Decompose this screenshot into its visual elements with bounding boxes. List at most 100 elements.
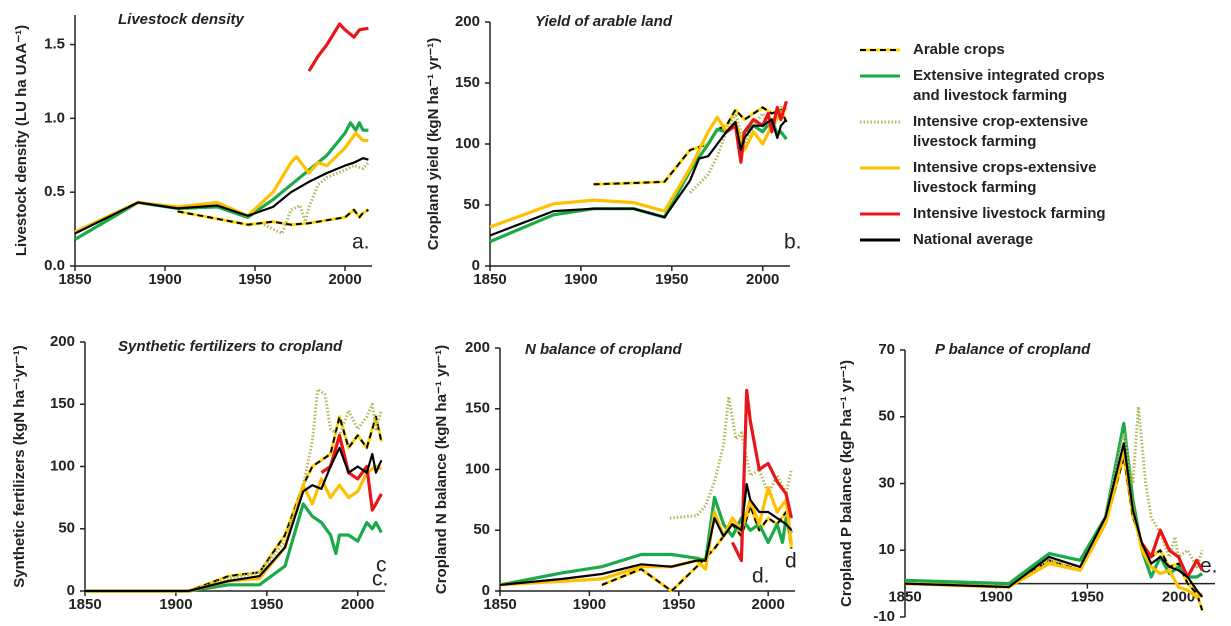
chart-title: Synthetic fertilizers to cropland [118, 338, 343, 355]
y-tick-label: 100 [465, 460, 490, 477]
panel-label: b. [784, 231, 802, 254]
y-tick-label: 70 [878, 341, 895, 358]
series-line [1140, 528, 1204, 579]
x-tick-label: 1850 [473, 271, 506, 288]
series-line [499, 483, 793, 586]
series-line [489, 106, 788, 229]
x-tick-label: 2000 [341, 596, 374, 613]
panel-label: d [785, 550, 797, 573]
series-line [85, 387, 383, 593]
series-line [263, 161, 370, 235]
legend-item: National average [858, 230, 1218, 250]
series-line [307, 22, 369, 72]
y-axis-label: Cropland N balance (kgN ha⁻¹ yr⁻¹) [433, 345, 450, 594]
y-tick-label: 50 [878, 408, 895, 425]
x-tick-label: 1900 [573, 596, 606, 613]
x-tick-label: 1950 [1071, 589, 1104, 606]
x-tick-label: 1950 [655, 271, 688, 288]
legend-label: Extensive integrated crops and livestock… [913, 67, 1105, 104]
series-line-dash [601, 504, 793, 592]
series-line-dash [593, 106, 788, 186]
legend-item: Extensive integrated crops and livestock… [858, 66, 1218, 106]
x-tick-label: 2000 [746, 271, 779, 288]
y-tick-label: 100 [50, 457, 75, 474]
y-tick-label: 200 [455, 13, 480, 30]
x-tick-label: 1950 [662, 596, 695, 613]
legend-label: Intensive livestock farming [913, 205, 1106, 222]
chart-title: Yield of arable land [535, 13, 673, 30]
x-tick-label: 1850 [58, 271, 91, 288]
x-tick-label: 2000 [1162, 589, 1195, 606]
panel-label: c [376, 554, 387, 577]
y-tick-label: 0 [67, 582, 75, 599]
x-tick-label: 1900 [979, 589, 1012, 606]
y-axis-label: Livestock density (LU ha UAA⁻¹) [13, 25, 30, 256]
panel-label: e. [1200, 555, 1218, 578]
legend-label: National average [913, 231, 1034, 248]
legend-item: Intensive livestock farming [858, 204, 1218, 224]
y-tick-label: 0.0 [44, 257, 65, 274]
legend-swatch [860, 238, 900, 242]
y-tick-label: 200 [50, 333, 75, 350]
legend-swatch [860, 166, 900, 170]
series-line-dash [177, 208, 369, 226]
x-tick-label: 1950 [250, 596, 283, 613]
series-line-dash [85, 415, 383, 592]
series-line [904, 448, 1204, 599]
x-tick-label: 2000 [328, 271, 361, 288]
series-line [669, 395, 793, 520]
y-tick-label: 50 [58, 520, 75, 537]
panel-label: d. [752, 565, 770, 588]
y-tick-label: 0.5 [44, 183, 65, 200]
y-tick-label: 10 [878, 541, 895, 558]
y-tick-label: 1.0 [44, 109, 65, 126]
y-tick-label: 200 [465, 339, 490, 356]
chart-title: Livestock density [118, 11, 245, 28]
y-tick-label: 50 [473, 521, 490, 538]
legend-item: Arable crops [858, 40, 1218, 60]
series-line [74, 157, 369, 235]
y-tick-label: 150 [50, 395, 75, 412]
series-line [85, 446, 383, 593]
series-line [320, 433, 383, 512]
y-tick-label: 1.5 [44, 35, 65, 52]
y-axis-label: Cropland yield (kgN ha⁻¹ yr⁻¹) [425, 38, 442, 251]
y-tick-label: 50 [463, 196, 480, 213]
panel-label: a. [352, 231, 370, 254]
x-tick-label: 1850 [483, 596, 516, 613]
x-tick-label: 1850 [888, 589, 921, 606]
x-tick-label: 2000 [751, 596, 784, 613]
legend-item: Intensive crop-extensive livestock farmi… [858, 112, 1218, 152]
legend-swatch [860, 48, 900, 52]
chart-title: N balance of cropland [525, 341, 683, 358]
y-axis-label: Synthetic fertilizers (kgN ha⁻¹yr⁻¹) [11, 345, 28, 588]
y-axis-label: Cropland P balance (kgP ha⁻¹ yr⁻¹) [838, 360, 855, 607]
legend-label: Arable crops [913, 41, 1005, 58]
legend: Arable crops Extensive integrated crops a… [858, 40, 1218, 256]
y-tick-label: -10 [873, 608, 895, 625]
legend-swatch [860, 212, 900, 216]
series-line [85, 464, 383, 593]
x-tick-label: 1950 [238, 271, 271, 288]
legend-label: Intensive crop-extensive livestock farmi… [913, 113, 1089, 150]
legend-swatch [860, 120, 900, 124]
series-line [489, 118, 788, 237]
series-line [730, 388, 793, 563]
series-line [499, 486, 793, 587]
y-tick-label: 150 [465, 400, 490, 417]
legend-swatch [860, 74, 900, 78]
y-tick-label: 150 [455, 74, 480, 91]
x-tick-label: 1900 [564, 271, 597, 288]
y-tick-label: 100 [455, 135, 480, 152]
x-tick-label: 1900 [148, 271, 181, 288]
legend-item: Intensive crops-extensive livestock farm… [858, 158, 1218, 198]
chart-title: P balance of cropland [935, 341, 1091, 358]
series-line-dash [904, 455, 1204, 611]
series-line [85, 502, 383, 593]
series-line [74, 131, 369, 234]
series-line [904, 442, 1204, 598]
legend-label: Intensive crops-extensive livestock farm… [913, 159, 1097, 196]
x-tick-label: 1900 [159, 596, 192, 613]
